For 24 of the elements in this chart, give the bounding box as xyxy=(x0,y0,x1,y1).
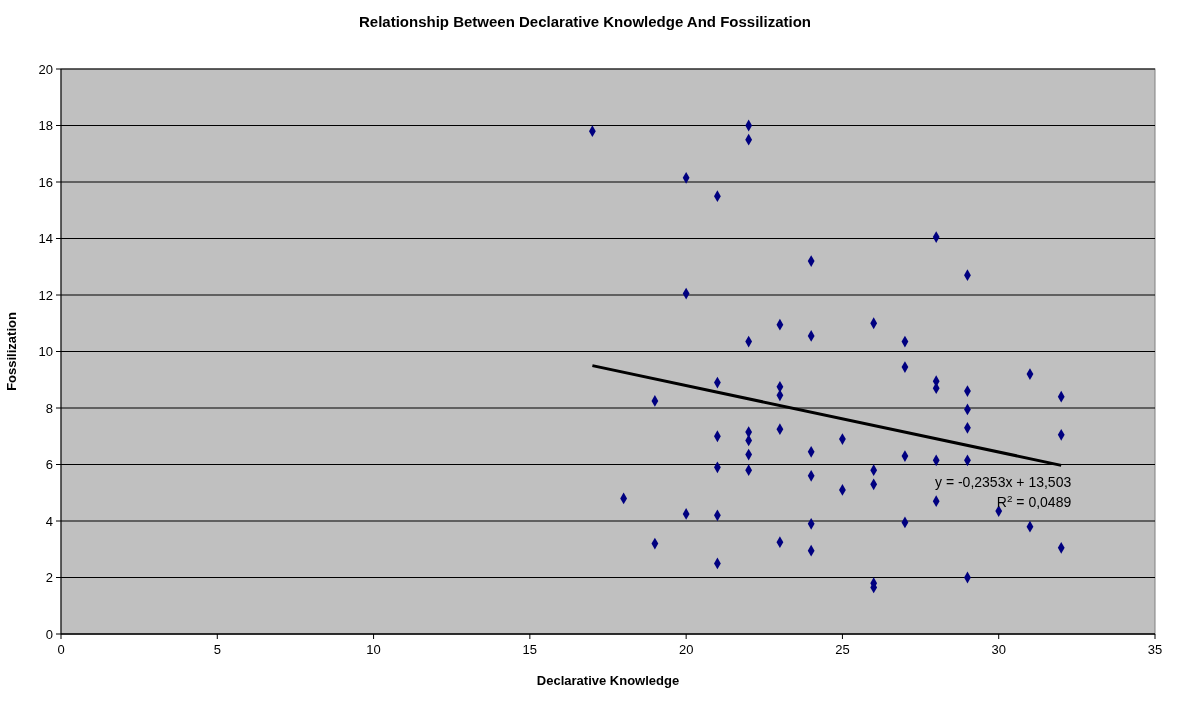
x-tick-label: 35 xyxy=(1147,642,1163,657)
x-tick-label: 25 xyxy=(835,642,850,657)
y-tick-label: 2 xyxy=(45,570,53,586)
x-tick-label: 30 xyxy=(991,642,1006,657)
y-tick-label: 16 xyxy=(38,174,53,190)
x-tick-label: 0 xyxy=(57,642,65,657)
annotation: y = -0,2353x + 13,503 xyxy=(935,474,1072,491)
y-tick-label: 14 xyxy=(38,231,53,247)
y-tick-label: 6 xyxy=(45,457,53,473)
x-tick-label: 20 xyxy=(678,642,694,657)
x-tick-label: 5 xyxy=(213,642,221,657)
y-axis-title: Fossilization xyxy=(4,312,19,391)
y-tick-label: 0 xyxy=(45,626,53,642)
y-tick-label: 10 xyxy=(38,344,53,360)
y-tick-label: 20 xyxy=(38,61,53,77)
x-axis-title: Declarative Knowledge xyxy=(536,673,680,688)
x-tick-label: 10 xyxy=(366,642,381,657)
x-tick-label: 15 xyxy=(522,642,538,657)
chart-title: Relationship Between Declarative Knowledge And Fossilization xyxy=(358,13,812,30)
y-tick-label: 4 xyxy=(45,513,53,529)
y-tick-label: 12 xyxy=(38,287,53,303)
y-tick-label: 8 xyxy=(45,400,53,416)
y-tick-label: 18 xyxy=(38,118,53,134)
annotation: R$^{2}$ = 0,0489 xyxy=(996,492,1072,511)
